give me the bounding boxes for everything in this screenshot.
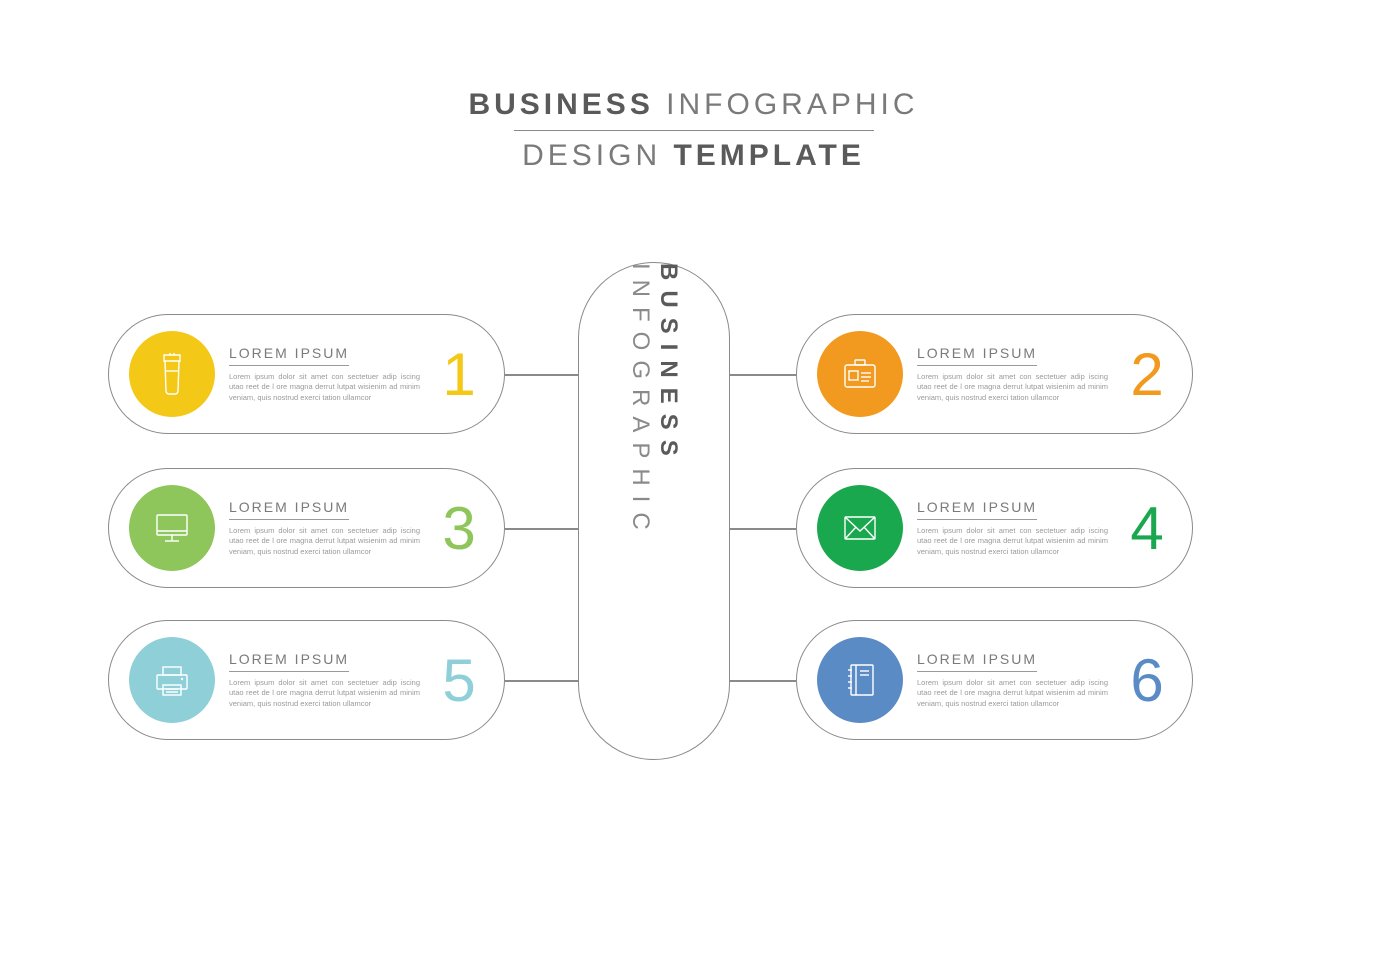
connector — [505, 374, 578, 376]
card-body: Lorem ipsum dolor sit amet con sectetuer… — [917, 678, 1108, 708]
card-text-block: LOREM IPSUM Lorem ipsum dolor sit amet co… — [903, 651, 1122, 708]
info-card: LOREM IPSUM Lorem ipsum dolor sit amet co… — [108, 468, 505, 588]
card-body: Lorem ipsum dolor sit amet con sectetuer… — [917, 372, 1108, 402]
title-1-light: INFOGRAPHIC — [666, 88, 918, 121]
card-number: 1 — [434, 340, 484, 409]
card-number: 4 — [1122, 494, 1172, 563]
card-number: 2 — [1122, 340, 1172, 409]
center-text-bold: BUSINESS — [655, 263, 682, 466]
card-body: Lorem ipsum dolor sit amet con sectetuer… — [917, 526, 1108, 556]
connector — [505, 528, 578, 530]
card-text-block: LOREM IPSUM Lorem ipsum dolor sit amet co… — [215, 499, 434, 556]
printer-icon — [129, 637, 215, 723]
title-line-1: BUSINESS INFOGRAPHIC — [454, 82, 932, 128]
monitor-icon — [129, 485, 215, 571]
card-number: 3 — [434, 494, 484, 563]
title-2-bold: TEMPLATE — [673, 139, 864, 172]
notebook-icon — [817, 637, 903, 723]
card-title: LOREM IPSUM — [917, 345, 1037, 366]
card-body: Lorem ipsum dolor sit amet con sectetuer… — [229, 678, 420, 708]
card-title: LOREM IPSUM — [917, 499, 1037, 520]
center-pill-text: BUSINESS INFOGRAPHIC — [626, 263, 682, 759]
card-body: Lorem ipsum dolor sit amet con sectetuer… — [229, 372, 420, 402]
title-line-2: DESIGN TEMPLATE — [454, 133, 932, 179]
title-2-light: DESIGN — [522, 139, 661, 172]
connector — [730, 528, 796, 530]
info-card: LOREM IPSUM Lorem ipsum dolor sit amet co… — [108, 314, 505, 434]
cup-icon — [129, 331, 215, 417]
card-number: 5 — [434, 646, 484, 715]
connector — [730, 374, 796, 376]
info-card: LOREM IPSUM Lorem ipsum dolor sit amet co… — [796, 314, 1193, 434]
envelope-icon — [817, 485, 903, 571]
card-text-block: LOREM IPSUM Lorem ipsum dolor sit amet co… — [903, 499, 1122, 556]
connector — [505, 680, 578, 682]
info-card: LOREM IPSUM Lorem ipsum dolor sit amet co… — [796, 468, 1193, 588]
card-number: 6 — [1122, 646, 1172, 715]
card-body: Lorem ipsum dolor sit amet con sectetuer… — [229, 526, 420, 556]
info-card: LOREM IPSUM Lorem ipsum dolor sit amet co… — [796, 620, 1193, 740]
badge-icon — [817, 331, 903, 417]
card-title: LOREM IPSUM — [917, 651, 1037, 672]
info-card: LOREM IPSUM Lorem ipsum dolor sit amet co… — [108, 620, 505, 740]
center-pill: BUSINESS INFOGRAPHIC — [578, 262, 730, 760]
card-text-block: LOREM IPSUM Lorem ipsum dolor sit amet co… — [215, 651, 434, 708]
card-title: LOREM IPSUM — [229, 345, 349, 366]
card-text-block: LOREM IPSUM Lorem ipsum dolor sit amet co… — [903, 345, 1122, 402]
center-text-light: INFOGRAPHIC — [627, 263, 654, 540]
card-title: LOREM IPSUM — [229, 651, 349, 672]
card-title: LOREM IPSUM — [229, 499, 349, 520]
title-block: BUSINESS INFOGRAPHIC DESIGN TEMPLATE — [454, 82, 932, 179]
card-text-block: LOREM IPSUM Lorem ipsum dolor sit amet co… — [215, 345, 434, 402]
title-1-bold: BUSINESS — [468, 88, 653, 121]
connector — [730, 680, 796, 682]
title-divider — [513, 130, 873, 131]
